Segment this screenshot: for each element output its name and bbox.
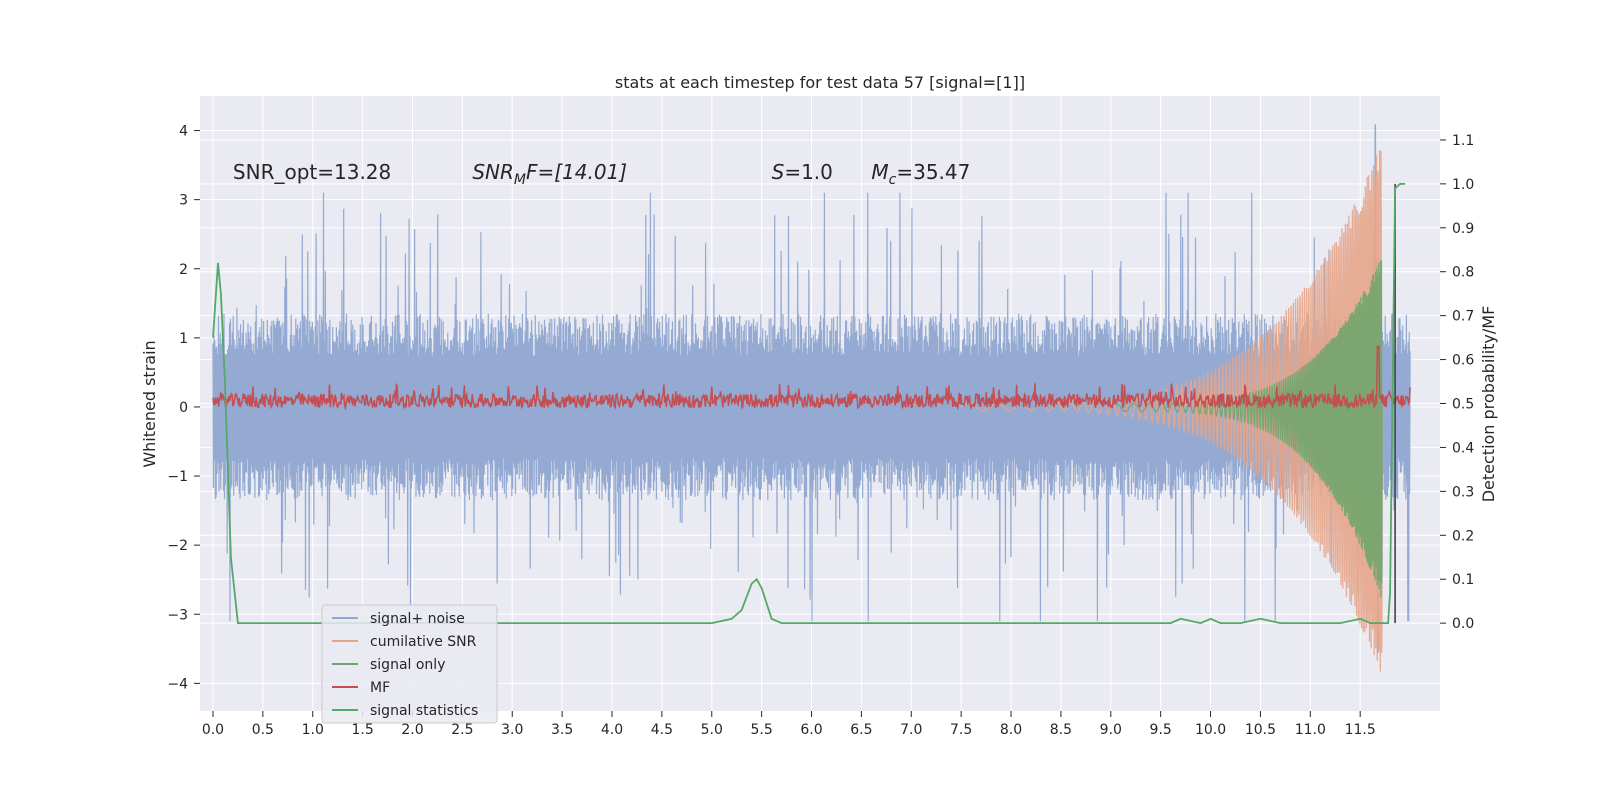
x-tick-label: 7.5 xyxy=(950,722,972,738)
y-right-tick-label: 0.2 xyxy=(1452,528,1474,544)
x-tick-labels: 0.0 0.5 1.0 1.5 2.0 2.5 3.0 3.5 4.0 4.5 5.0 5.5 6.0 6… xyxy=(202,711,1376,738)
x-tick-label: 4.0 xyxy=(601,722,623,738)
y-left-tick-label: 1 xyxy=(179,331,188,347)
x-tick-label: 4.5 xyxy=(651,722,673,738)
y-right-tick-label: 0.7 xyxy=(1452,309,1474,325)
x-tick-label: 2.0 xyxy=(401,722,423,738)
x-tick-label: 0.5 xyxy=(252,722,274,738)
legend-label: signal+ noise xyxy=(370,611,465,627)
x-tick-label: 9.0 xyxy=(1100,722,1122,738)
y-right-tick-labels: 0.0 0.1 0.2 0.3 0.4 0.5 0.6 0.7 0.8 0.9 1.0 1.1 xyxy=(1440,133,1474,632)
x-tick-label: 11.0 xyxy=(1295,722,1326,738)
x-tick-label: 11.5 xyxy=(1345,722,1376,738)
y-axis-left-label: Whitened strain xyxy=(140,340,159,467)
y-right-tick-label: 0.8 xyxy=(1452,265,1474,281)
series-layer xyxy=(212,124,1411,672)
x-tick-label: 5.5 xyxy=(751,722,773,738)
legend-box xyxy=(321,604,498,724)
x-tick-label: 6.0 xyxy=(800,722,822,738)
legend: signal+ noise cumilative SNR signal only MF… xyxy=(321,604,498,724)
y-right-tick-label: 0.3 xyxy=(1452,484,1474,500)
x-tick-label: 3.0 xyxy=(501,722,523,738)
y-left-tick-label: 3 xyxy=(179,193,188,209)
x-tick-label: 5.0 xyxy=(701,722,723,738)
annotation-text: Mc=35.47 xyxy=(871,160,970,188)
annotations: SNR_opt=13.28 SNRMF=[14.01] S=1.0 Mc=35.47 xyxy=(233,160,970,188)
y-left-tick-label: −2 xyxy=(167,538,188,554)
x-tick-label: 10.0 xyxy=(1195,722,1226,738)
x-tick-label: 8.5 xyxy=(1050,722,1072,738)
y-right-tick-label: 0.0 xyxy=(1452,616,1474,632)
y-left-tick-label: −4 xyxy=(167,676,188,692)
annotation-text: SNRMF=[14.01] xyxy=(472,160,627,188)
y-left-tick-label: 2 xyxy=(179,262,188,278)
x-tick-label: 1.5 xyxy=(351,722,373,738)
legend-label: cumilative SNR xyxy=(370,634,477,650)
y-right-tick-label: 0.6 xyxy=(1452,353,1474,369)
y-axis-right-label: Detection probability/MF xyxy=(1479,306,1498,503)
y-left-tick-label: −1 xyxy=(167,469,188,485)
series-mf-line xyxy=(212,345,1411,411)
y-right-tick-label: 0.9 xyxy=(1452,221,1474,237)
x-tick-label: 10.5 xyxy=(1245,722,1276,738)
x-tick-label: 3.5 xyxy=(551,722,573,738)
legend-label: MF xyxy=(370,680,390,696)
y-left-tick-labels: −4 −3 −2 −1 0 1 2 3 4 xyxy=(167,124,200,692)
x-tick-label: 0.0 xyxy=(202,722,224,738)
annotation-text: SNR_opt=13.28 xyxy=(233,160,391,184)
y-left-tick-label: 0 xyxy=(179,400,188,416)
y-left-tick-label: −3 xyxy=(167,607,188,623)
x-tick-label: 7.0 xyxy=(900,722,922,738)
y-right-tick-label: 0.5 xyxy=(1452,397,1474,413)
x-tick-label: 6.5 xyxy=(850,722,872,738)
x-tick-label: 1.0 xyxy=(302,722,324,738)
y-right-tick-label: 0.4 xyxy=(1452,440,1474,456)
y-right-tick-label: 1.1 xyxy=(1452,133,1474,149)
x-tick-label: 9.5 xyxy=(1150,722,1172,738)
x-tick-label: 2.5 xyxy=(451,722,473,738)
y-right-tick-label: 0.1 xyxy=(1452,572,1474,588)
y-right-tick-label: 1.0 xyxy=(1452,177,1474,193)
legend-label: signal statistics xyxy=(370,703,478,719)
annotation-text: S=1.0 xyxy=(772,160,833,184)
x-tick-label: 8.0 xyxy=(1000,722,1022,738)
legend-label: signal only xyxy=(370,657,445,673)
y-left-tick-label: 4 xyxy=(179,124,188,140)
chart-title: stats at each timestep for test data 57 … xyxy=(615,73,1025,92)
